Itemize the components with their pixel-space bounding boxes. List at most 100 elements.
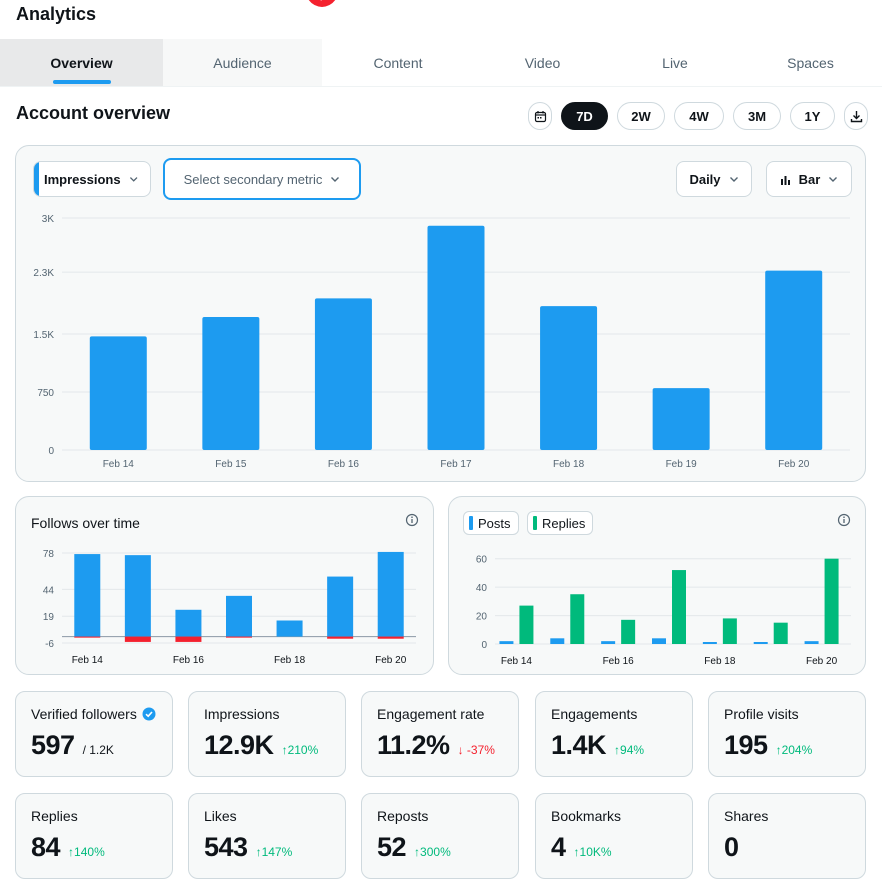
tab-spaces[interactable]: Spaces — [739, 39, 882, 86]
stat-change: ↑94% — [614, 743, 645, 757]
stat-value: 52 — [377, 832, 407, 862]
follows-chart-card: Follows over time -6 19 44 78 Feb 14 Feb 16 Fe… — [15, 496, 434, 675]
stat-shares[interactable]: Shares 0 — [708, 793, 866, 879]
section-title: Account overview — [16, 103, 171, 123]
stat-engagement-rate[interactable]: Engagement rate 11.2% ↓ -37% — [361, 691, 519, 777]
replies-bar — [722, 618, 737, 644]
legend-swatch — [533, 516, 537, 530]
x-tick-label: Feb 17 — [440, 459, 472, 470]
calendar-button[interactable] — [528, 102, 552, 130]
replies-bar — [773, 622, 788, 644]
follows-bar — [175, 609, 202, 637]
posts-replies-bar-chart: 0 20 40 60 Feb 14 Feb 16 Feb 18 Feb 20 — [476, 555, 851, 667]
tab-label: Video — [524, 54, 561, 71]
posts-bar — [753, 642, 768, 644]
posts-bar — [702, 642, 717, 644]
x-tick-label: Feb 18 — [553, 459, 585, 470]
tab-video[interactable]: Video — [474, 39, 611, 86]
range-3m-button[interactable]: 3M — [733, 102, 781, 130]
stat-label: Impressions — [204, 706, 280, 722]
tab-overview[interactable]: Overview — [0, 39, 163, 86]
stat-impressions[interactable]: Impressions 12.9K ↑210% — [188, 691, 346, 777]
range-1y-button[interactable]: 1Y — [790, 102, 835, 130]
y-tick-label: 44 — [43, 585, 55, 596]
stat-replies[interactable]: Replies 84 ↑140% — [15, 793, 173, 879]
stat-value: 195 — [724, 730, 768, 760]
stat-label: Likes — [204, 808, 237, 824]
bar-chart-icon — [780, 175, 790, 185]
y-tick-label: 750 — [37, 388, 54, 399]
replies-bar — [824, 558, 839, 644]
stat-label-text: Verified followers — [31, 706, 137, 722]
follows-bar — [276, 620, 303, 637]
stat-verified-followers[interactable]: Verified followers 597 / 1.2K — [15, 691, 173, 777]
tab-audience[interactable]: Audience — [163, 39, 322, 86]
y-tick-label: 3K — [42, 214, 55, 225]
metric-color-accent — [34, 162, 39, 196]
tab-label: Spaces — [787, 54, 834, 71]
unfollows-bar — [74, 636, 101, 638]
info-icon[interactable] — [837, 513, 851, 527]
download-button[interactable] — [844, 102, 868, 130]
stat-value: 12.9K — [204, 730, 274, 760]
stat-change: ↑210% — [281, 743, 319, 757]
legend-swatch — [469, 516, 473, 530]
posts-bar — [804, 641, 819, 644]
chart-type-label: Bar — [798, 171, 821, 187]
y-tick-label: 1.5K — [33, 330, 54, 341]
tab-content[interactable]: Content — [322, 39, 474, 86]
tab-bar: Overview Audience Content Video Live Spa… — [0, 39, 882, 87]
impressions-bar — [89, 336, 147, 450]
page-title: Analytics — [16, 4, 97, 24]
unfollows-bar — [327, 636, 354, 639]
stat-label: Shares — [724, 808, 769, 824]
secondary-metric-placeholder: Select secondary metric — [183, 171, 323, 187]
follows-chart-title: Follows over time — [31, 515, 140, 531]
stat-label: Engagement rate — [377, 706, 485, 722]
legend-replies[interactable]: Replies — [527, 511, 594, 535]
stat-label: Verified followers — [31, 706, 156, 722]
granularity-dropdown[interactable]: Daily — [676, 161, 752, 197]
y-tick-label: 0 — [481, 640, 487, 651]
range-4w-button[interactable]: 4W — [674, 102, 724, 130]
stat-change: ↑300% — [414, 845, 451, 859]
stat-change: ↑147% — [255, 845, 293, 859]
unfollows-bar — [175, 636, 202, 642]
stat-engagements[interactable]: Engagements 1.4K ↑94% — [535, 691, 693, 777]
range-7d-button[interactable]: 7D — [561, 102, 608, 130]
range-2w-button[interactable]: 2W — [617, 102, 665, 130]
chart-type-dropdown[interactable]: Bar — [766, 161, 852, 197]
date-range-selector: 7D 2W 4W 3M 1Y — [528, 102, 868, 130]
x-tick-label: Feb 20 — [375, 655, 407, 666]
stat-value: 4 — [551, 832, 566, 862]
stat-reposts[interactable]: Reposts 52 ↑300% — [361, 793, 519, 879]
y-tick-label: 78 — [43, 549, 55, 560]
secondary-metric-dropdown[interactable]: Select secondary metric — [163, 158, 361, 200]
unfollows-bar — [124, 636, 151, 642]
stat-label: Reposts — [377, 808, 429, 824]
y-tick-label: 0 — [48, 446, 54, 457]
x-tick-label: Feb 18 — [704, 656, 736, 667]
stat-change: ↑140% — [68, 845, 105, 859]
stat-change: ↓ -37% — [457, 743, 495, 757]
download-icon — [850, 110, 862, 122]
replies-bar — [570, 594, 585, 644]
replies-bar — [621, 619, 636, 644]
stat-value: 11.2% — [377, 730, 450, 760]
stat-label: Engagements — [551, 706, 638, 722]
info-icon[interactable] — [405, 513, 419, 527]
tab-live[interactable]: Live — [611, 39, 739, 86]
tab-label: Live — [662, 54, 688, 71]
stat-bookmarks[interactable]: Bookmarks 4 ↑10K% — [535, 793, 693, 879]
stat-likes[interactable]: Likes 543 ↑147% — [188, 793, 346, 879]
x-tick-label: Feb 20 — [806, 656, 838, 667]
legend-replies-label: Replies — [542, 515, 586, 531]
legend-posts[interactable]: Posts — [463, 511, 519, 535]
x-tick-label: Feb 14 — [103, 459, 135, 470]
stat-profile-visits[interactable]: Profile visits 195 ↑204% — [708, 691, 866, 777]
replies-bar — [519, 605, 534, 644]
x-tick-label: Feb 16 — [328, 459, 360, 470]
stat-change: ↑204% — [775, 743, 813, 757]
primary-metric-dropdown[interactable]: Impressions — [33, 161, 151, 197]
y-tick-label: 40 — [476, 583, 488, 594]
